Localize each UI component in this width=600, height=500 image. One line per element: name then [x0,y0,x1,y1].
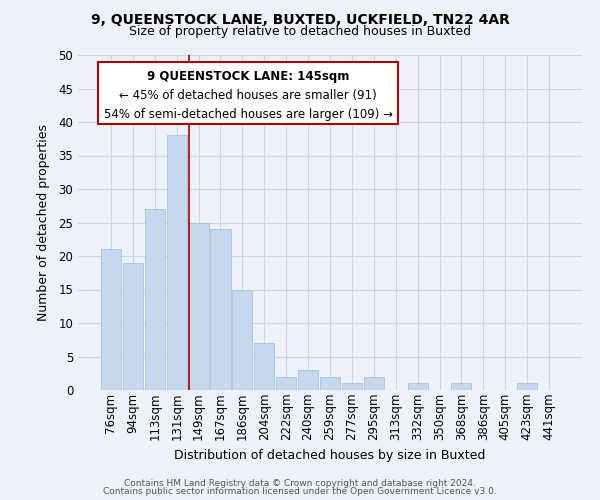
Bar [211,229,230,390]
X-axis label: Distribution of detached houses by size in Buxted: Distribution of detached houses by size … [175,448,485,462]
Text: Contains public sector information licensed under the Open Government Licence v3: Contains public sector information licen… [103,487,497,496]
Bar [276,376,296,390]
Bar [407,384,428,390]
Bar [298,370,318,390]
Bar [145,209,165,390]
Text: 54% of semi-detached houses are larger (109) →: 54% of semi-detached houses are larger (… [104,108,392,122]
Bar [167,136,187,390]
Y-axis label: Number of detached properties: Number of detached properties [37,124,50,321]
Bar [123,262,143,390]
Bar [364,376,384,390]
Text: Contains HM Land Registry data © Crown copyright and database right 2024.: Contains HM Land Registry data © Crown c… [124,478,476,488]
Bar [451,384,472,390]
Bar [254,343,274,390]
Bar [320,376,340,390]
Text: 9 QUEENSTOCK LANE: 145sqm: 9 QUEENSTOCK LANE: 145sqm [147,70,349,83]
FancyBboxPatch shape [98,62,398,124]
Text: 9, QUEENSTOCK LANE, BUXTED, UCKFIELD, TN22 4AR: 9, QUEENSTOCK LANE, BUXTED, UCKFIELD, TN… [91,12,509,26]
Bar [517,384,537,390]
Text: ← 45% of detached houses are smaller (91): ← 45% of detached houses are smaller (91… [119,89,377,102]
Bar [342,384,362,390]
Bar [232,290,253,390]
Bar [101,250,121,390]
Bar [188,222,209,390]
Text: Size of property relative to detached houses in Buxted: Size of property relative to detached ho… [129,25,471,38]
